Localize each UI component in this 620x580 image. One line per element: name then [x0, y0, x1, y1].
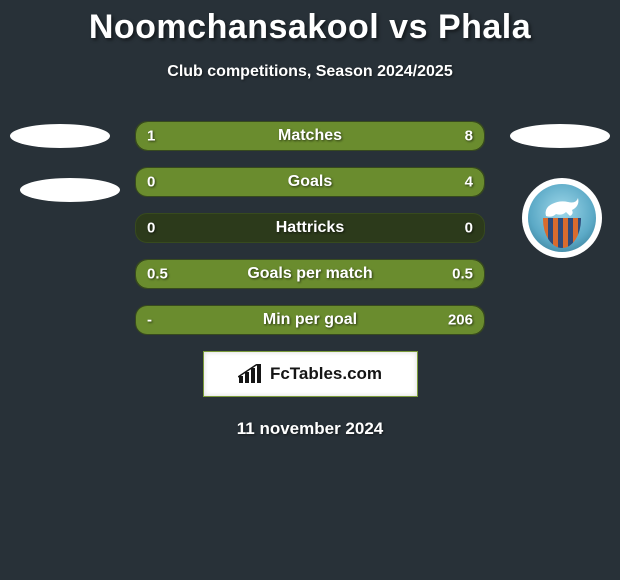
stat-label: Min per goal	[135, 311, 485, 329]
brand-box: FcTables.com	[203, 351, 418, 397]
brand-text: FcTables.com	[270, 364, 382, 384]
page-subtitle: Club competitions, Season 2024/2025	[0, 63, 620, 81]
stat-label: Goals	[135, 173, 485, 191]
stat-row: 18Matches	[135, 121, 485, 151]
stat-row: -206Min per goal	[135, 305, 485, 335]
date-text: 11 november 2024	[0, 419, 620, 439]
stats-container: 18Matches 04Goals 00Hattricks 0.50.5Goals p…	[0, 121, 620, 335]
stat-label: Hattricks	[135, 219, 485, 237]
stat-row: 0.50.5Goals per match	[135, 259, 485, 289]
stat-label: Goals per match	[135, 265, 485, 283]
stat-row: 00Hattricks	[135, 213, 485, 243]
page-title: Noomchansakool vs Phala	[0, 0, 620, 47]
stat-row: 04Goals	[135, 167, 485, 197]
stat-label: Matches	[135, 127, 485, 145]
brand-bars-icon	[238, 364, 264, 384]
